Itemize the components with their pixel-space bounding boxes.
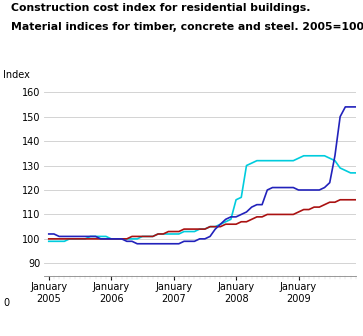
Text: Index: Index: [3, 70, 30, 80]
Timber: [46, 239, 51, 243]
Reinforcement steel: [151, 242, 155, 246]
Timber: [135, 237, 139, 241]
Concrete: [239, 220, 244, 224]
Timber: [125, 237, 129, 241]
Concrete: [354, 198, 358, 202]
Timber: [151, 235, 155, 239]
Line: Reinforcement steel: Reinforcement steel: [49, 107, 356, 244]
Concrete: [146, 235, 150, 239]
Text: Construction cost index for residential buildings.: Construction cost index for residential …: [11, 3, 310, 13]
Text: Material indices for timber, concrete and steel. 2005=100: Material indices for timber, concrete an…: [11, 22, 363, 32]
Text: 0: 0: [3, 298, 9, 308]
Reinforcement steel: [46, 232, 51, 236]
Concrete: [135, 235, 139, 239]
Timber: [354, 171, 358, 175]
Reinforcement steel: [135, 242, 139, 246]
Concrete: [99, 237, 103, 241]
Reinforcement steel: [244, 210, 249, 214]
Reinforcement steel: [354, 105, 358, 109]
Reinforcement steel: [125, 239, 129, 243]
Concrete: [338, 198, 342, 202]
Timber: [239, 195, 244, 199]
Reinforcement steel: [99, 237, 103, 241]
Reinforcement steel: [140, 242, 144, 246]
Concrete: [125, 237, 129, 241]
Timber: [99, 235, 103, 239]
Concrete: [46, 237, 51, 241]
Timber: [302, 154, 306, 158]
Line: Timber: Timber: [49, 156, 356, 241]
Concrete: [151, 235, 155, 239]
Line: Concrete: Concrete: [49, 200, 356, 239]
Reinforcement steel: [343, 105, 347, 109]
Reinforcement steel: [156, 242, 160, 246]
Timber: [146, 235, 150, 239]
